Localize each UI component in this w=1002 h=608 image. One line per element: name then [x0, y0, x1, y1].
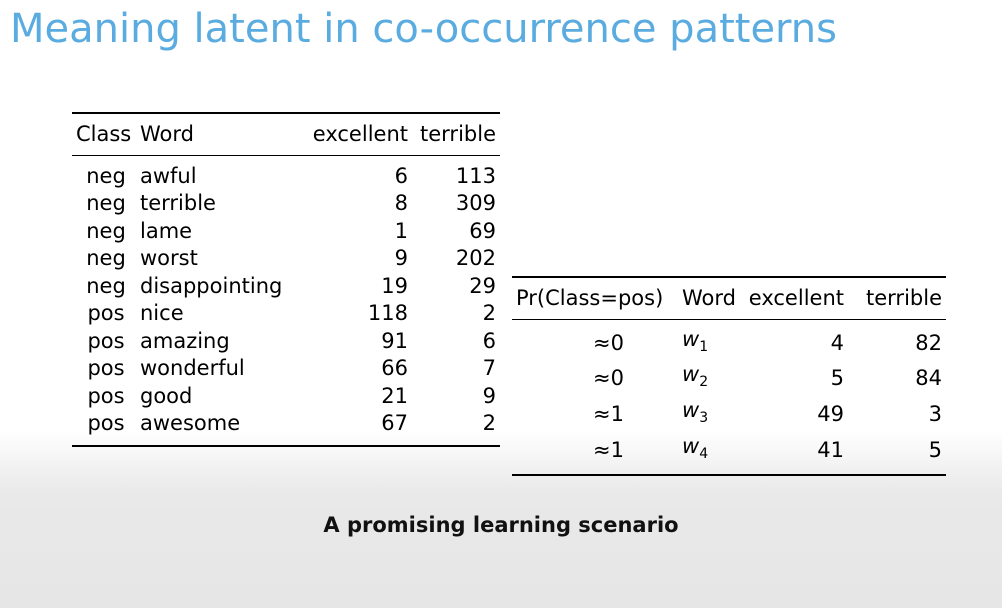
cell-word: terrible — [140, 191, 216, 215]
cell-class: neg — [86, 163, 126, 188]
word-subscript: 4 — [699, 445, 709, 462]
cell-word: worst — [140, 246, 198, 270]
word-count-table: Class Word excellent terrible neg awful 6 1… — [72, 112, 500, 447]
cell-terrible: 9 — [482, 383, 496, 408]
table-row: pos good 21 9 — [72, 383, 500, 411]
cell-excellent: 49 — [817, 401, 844, 426]
cell-excellent: 21 — [381, 383, 408, 408]
cell-class: pos — [87, 356, 125, 380]
cell-terrible: 29 — [469, 273, 496, 298]
table-row: neg awful 6 113 — [72, 155, 500, 190]
col-header-excellent: excellent — [742, 276, 844, 320]
word-symbol: w — [682, 362, 700, 387]
cell-excellent: 67 — [304, 410, 408, 447]
cell-terrible: 6 — [482, 328, 496, 353]
cell-terrible: 113 — [455, 163, 496, 188]
table-row: pos wonderful 66 7 — [72, 355, 500, 383]
latent-class-table: Pr(Class=pos) Word excellent terrible ≈0… — [512, 276, 946, 477]
cell-excellent: 41 — [742, 432, 844, 477]
cell-excellent: 118 — [367, 301, 408, 325]
col-header-terrible: terrible — [408, 112, 500, 156]
cell-pr: ≈0 — [593, 330, 624, 355]
cell-class: neg — [86, 191, 126, 215]
cell-word: w4 — [682, 432, 742, 477]
cell-class: neg — [86, 246, 126, 270]
table-row: ≈1 w3 49 3 — [512, 397, 946, 433]
word-symbol: w — [682, 433, 700, 458]
table-row: pos nice 118 2 — [72, 300, 500, 328]
cell-terrible: 2 — [408, 410, 500, 447]
table-row: neg lame 1 69 — [72, 218, 500, 246]
cell-terrible: 84 — [915, 366, 942, 391]
cell-excellent: 8 — [394, 191, 408, 215]
table-row: ≈0 w1 4 82 — [512, 319, 946, 361]
table-row: neg worst 9 202 — [72, 245, 500, 273]
cell-class: pos — [87, 383, 125, 408]
cell-excellent: 1 — [394, 218, 408, 243]
word-symbol: w — [682, 326, 700, 351]
cell-pr: ≈1 — [512, 432, 682, 477]
cell-word: disappointing — [140, 273, 283, 298]
cell-terrible: 2 — [482, 301, 496, 325]
table-row: neg terrible 8 309 — [72, 190, 500, 218]
cell-class: neg — [86, 273, 126, 298]
cell-excellent: 19 — [381, 273, 408, 298]
cell-word: awesome — [140, 410, 304, 447]
cell-word: nice — [140, 301, 184, 325]
cell-pr: ≈0 — [593, 366, 624, 391]
cell-excellent: 5 — [830, 366, 844, 391]
cell-word: w3 — [682, 397, 742, 433]
cell-word: lame — [140, 218, 193, 243]
cell-terrible: 5 — [844, 432, 946, 477]
table-row: pos awesome 67 2 — [72, 410, 500, 447]
cell-class: pos — [72, 410, 140, 447]
cell-excellent: 4 — [830, 330, 844, 355]
cell-word: w2 — [682, 361, 742, 397]
col-header-pr-class: Pr(Class=pos) — [512, 276, 682, 320]
cell-terrible: 309 — [455, 191, 496, 215]
word-symbol: w — [682, 397, 700, 422]
cell-terrible: 7 — [482, 356, 496, 380]
cell-class: pos — [87, 328, 125, 353]
cell-terrible: 202 — [455, 246, 496, 270]
word-subscript: 3 — [699, 410, 709, 427]
col-header-word: Word — [682, 276, 742, 320]
col-header-word: Word — [140, 112, 304, 156]
col-header-terrible: terrible — [844, 276, 946, 320]
cell-excellent: 9 — [394, 246, 408, 270]
video-caption: A promising learning scenario — [323, 513, 679, 537]
col-header-excellent: excellent — [304, 112, 408, 156]
cell-terrible: 3 — [928, 401, 942, 426]
table-header-row: Pr(Class=pos) Word excellent terrible — [512, 276, 946, 320]
cell-class: pos — [87, 301, 125, 325]
slide-title: Meaning latent in co-occurrence patterns — [10, 6, 837, 52]
cell-excellent: 6 — [394, 163, 408, 188]
table-row: neg disappointing 19 29 — [72, 273, 500, 301]
table-row: pos amazing 91 6 — [72, 328, 500, 356]
cell-word: awful — [140, 163, 197, 188]
cell-excellent: 91 — [381, 328, 408, 353]
cell-word: wonderful — [140, 356, 245, 380]
cell-terrible: 69 — [469, 218, 496, 243]
word-subscript: 2 — [699, 374, 709, 391]
cell-word: good — [140, 383, 193, 408]
cell-word: w1 — [682, 319, 742, 361]
cell-excellent: 66 — [381, 356, 408, 380]
cell-word: amazing — [140, 328, 230, 353]
table-row: ≈1 w4 41 5 — [512, 432, 946, 477]
cell-terrible: 82 — [915, 330, 942, 355]
cell-class: neg — [86, 218, 126, 243]
col-header-class: Class — [72, 112, 140, 156]
word-subscript: 1 — [699, 338, 709, 355]
table-row: ≈0 w2 5 84 — [512, 361, 946, 397]
table-header-row: Class Word excellent terrible — [72, 112, 500, 156]
cell-pr: ≈1 — [593, 401, 624, 426]
